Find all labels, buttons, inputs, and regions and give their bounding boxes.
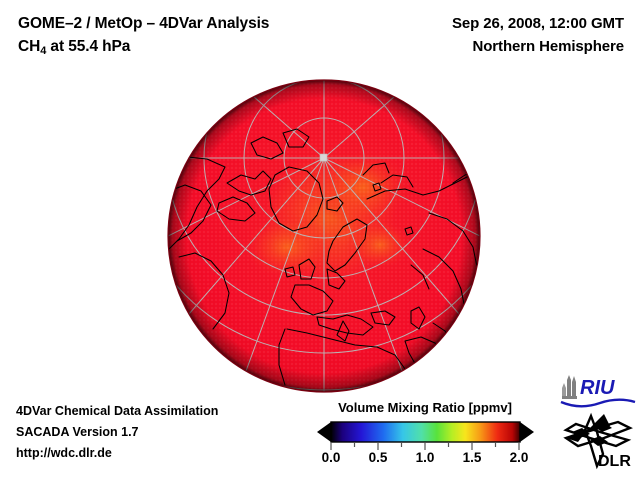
colorbar-tick-labels: 0.0 0.5 1.0 1.5 2.0: [300, 450, 550, 470]
riu-wave-icon: [560, 398, 636, 408]
dlr-pinwheel-icon: [563, 412, 633, 470]
colorbar-tick-label: 1.5: [462, 450, 482, 465]
footer-line-method: 4DVar Chemical Data Assimilation: [16, 404, 219, 418]
colorbar-svg: [317, 421, 534, 443]
globe-svg: [167, 79, 481, 393]
footer-line-url[interactable]: http://wdc.dlr.de: [16, 446, 112, 460]
colorbar-tick-label: 2.0: [509, 450, 529, 465]
riu-logo-svg: RIU: [560, 375, 636, 408]
dlr-logo: DLR: [560, 412, 636, 470]
colorbar-left-arrow: [317, 422, 331, 442]
colorbar-tick-label: 1.0: [415, 450, 435, 465]
globe-outline: [167, 79, 481, 393]
colorbar: Volume Mixing Ratio [ppmv] 0.0 0.5 1.0 1.5 2…: [300, 400, 550, 470]
header-right: Sep 26, 2008, 12:00 GMT Northern Hemisph…: [324, 12, 624, 58]
species-suffix: at 55.4 hPa: [46, 38, 131, 55]
footer-credits: 4DVar Chemical Data Assimilation SACADA …: [16, 401, 218, 464]
datetime-label: Sep 26, 2008, 12:00 GMT: [452, 15, 624, 32]
globe-map: [167, 79, 481, 393]
colorbar-tick-label: 0.5: [368, 450, 388, 465]
footer-line-version: SACADA Version 1.7: [16, 425, 139, 439]
riu-logo-text: RIU: [580, 377, 615, 399]
colorbar-title: Volume Mixing Ratio [ppmv]: [338, 400, 512, 415]
globe-limb-shading: [168, 80, 480, 392]
colorbar-ramp: [331, 422, 520, 442]
colorbar-tick-label: 0.0: [321, 450, 341, 465]
riu-logo: RIU: [558, 372, 638, 412]
species-prefix: CH: [18, 38, 41, 55]
north-pole-marker: [319, 153, 328, 162]
species-subscript: 4: [40, 45, 47, 57]
dlr-logo-text: DLR: [598, 453, 631, 470]
colorbar-ticks: [330, 443, 520, 450]
header-left: GOME–2 / MetOp – 4DVar Analysis CH4 at 5…: [18, 12, 378, 63]
species-level-label: CH4 at 55.4 hPa: [18, 35, 378, 63]
colorbar-gradient: [316, 421, 535, 443]
riu-cathedral-towers-icon: [562, 375, 577, 399]
dlr-logo-svg: DLR: [563, 412, 633, 470]
page-title: GOME–2 / MetOp – 4DVar Analysis: [18, 15, 270, 32]
colorbar-frame: [330, 421, 521, 443]
region-label: Northern Hemisphere: [472, 38, 625, 55]
colorbar-right-arrow: [520, 422, 534, 442]
